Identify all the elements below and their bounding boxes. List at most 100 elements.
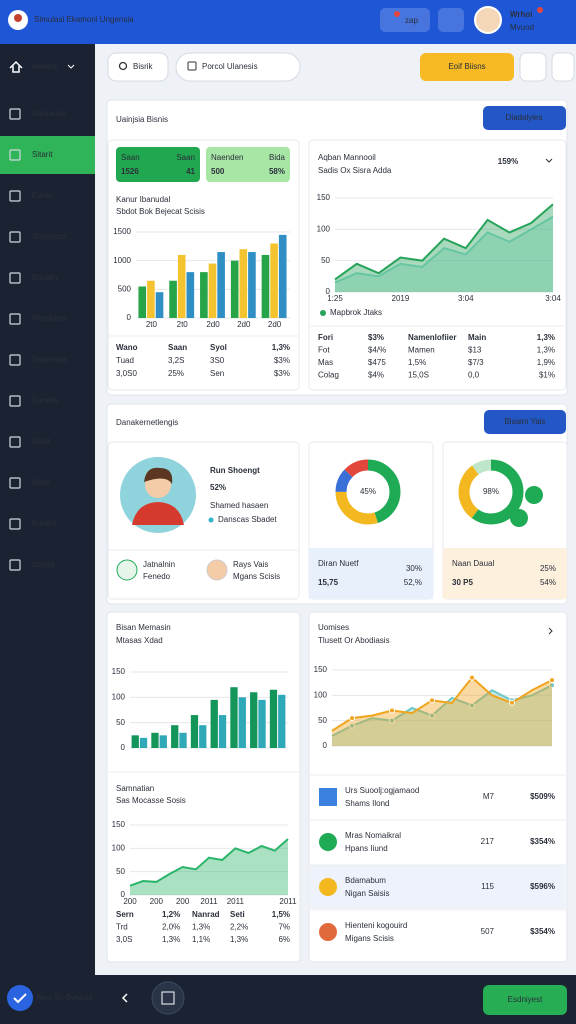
stat-card [206,147,290,182]
table-cell: 1,1% [192,935,210,944]
user-avatar [474,6,502,34]
y-tick-label: 0 [121,890,126,899]
x-tick-label: 2d0 [268,320,282,329]
y-tick-label: 0 [323,741,328,750]
bar [159,735,167,748]
nav-item[interactable]: Kordsit [32,519,58,528]
list-icon [319,923,337,941]
primary-button[interactable] [420,53,514,81]
table-cell: 1,3% [537,346,555,355]
contact-sub: Mgans Scisis [233,572,280,581]
section-title: Danakernetlengis [116,418,178,427]
donut-icon [510,509,528,527]
nav-item[interactable]: Baoldry [32,273,59,282]
section-button[interactable] [483,106,566,130]
list-icon [319,833,337,851]
donut-icon [525,486,543,504]
action-button[interactable] [380,8,430,32]
list-pct: $596% [530,882,555,891]
nav-item[interactable]: Eiado [32,191,53,200]
bar [269,689,278,748]
search-box[interactable] [107,52,169,82]
x-tick-label: 2d0 [237,320,251,329]
point [389,707,395,714]
nav-item[interactable]: Sosgdord [32,232,66,241]
stat-sub: Saan [176,153,195,162]
list-pct: $354% [530,837,555,846]
y-tick-label: 150 [314,665,328,674]
icon-button[interactable] [551,52,575,82]
point [469,674,475,681]
search-label: Bisrik [133,62,154,71]
footer-button[interactable] [483,985,567,1015]
bar [278,694,286,748]
bar [179,732,187,748]
list-name: Bdamabum [345,876,386,885]
table-cell: Colag [318,371,339,380]
status-icon [7,985,33,1011]
point [349,715,355,722]
table-cell: 1,9% [537,358,555,367]
avatar-body [132,502,184,525]
table-cell: 1,3% [192,923,210,932]
logo-mark [14,14,22,22]
point [549,677,555,684]
nav-item[interactable]: Samitis [32,396,58,405]
filter-box[interactable] [175,52,301,82]
stat-sub: Bida [269,153,286,162]
y-tick-label: 0 [127,313,132,322]
bottom-bar [0,975,576,1024]
section-title: Uainjsia Bisnis [116,115,168,124]
nav-item[interactable]: Mam [32,478,50,487]
nav-item[interactable]: Percilains [32,314,67,323]
table-cell: 3S0 [210,356,225,365]
point [509,699,515,706]
list-row[interactable] [310,865,566,909]
section-button[interactable] [484,410,566,434]
bar [147,280,155,318]
bar [230,687,238,748]
list-row[interactable] [310,775,566,819]
footer-a: 25% [540,564,556,573]
icon-button[interactable] [438,8,464,32]
nav-icon [9,559,21,571]
donut-segment [458,459,524,525]
bar [278,234,287,318]
x-tick-label: 2011 [200,897,218,906]
table-cell: $3% [368,333,384,342]
list-num: 507 [481,927,495,936]
list-name: Mras Nomaikral [345,831,401,840]
nav-item[interactable]: Biaid [32,437,50,446]
y-tick-label: 500 [118,284,132,293]
status-label: Neo Sc Bvepod [37,993,93,1002]
x-tick-label: 3:04 [545,294,561,303]
list-icon [319,878,337,896]
list-row[interactable] [310,910,566,954]
primary-label: Eoif Biisns [448,62,485,71]
nav-icon [9,395,21,407]
nav-item[interactable]: citanis [32,560,55,569]
y-tick-label: 50 [321,256,330,265]
table-cell: Wano [116,343,138,352]
contact-name: Jatnalnin [143,560,175,569]
chevron [548,627,553,635]
table-cell: Fot [318,346,330,355]
nav-item[interactable]: Sitarit [32,150,53,159]
nav-item[interactable]: Samarius [32,109,66,118]
sidebar [0,44,95,975]
icon-button[interactable] [519,52,547,82]
point [389,717,395,724]
stat-label: Naenden [211,153,243,162]
x-tick-label: 200 [150,897,164,906]
list-icon [319,788,337,806]
list-sub: Migans Scisis [345,934,394,943]
legend-swatch [320,310,326,316]
table-cell: 1,3% [162,935,180,944]
donut-segment [458,459,524,525]
table-cell: $7/3 [468,358,484,367]
list-row[interactable] [310,820,566,864]
kpi: 159% [498,157,518,166]
list-num: M7 [483,792,495,801]
nav-item[interactable]: Samecsia [32,355,68,364]
filter-label: Porcol Ulanesis [202,62,258,71]
